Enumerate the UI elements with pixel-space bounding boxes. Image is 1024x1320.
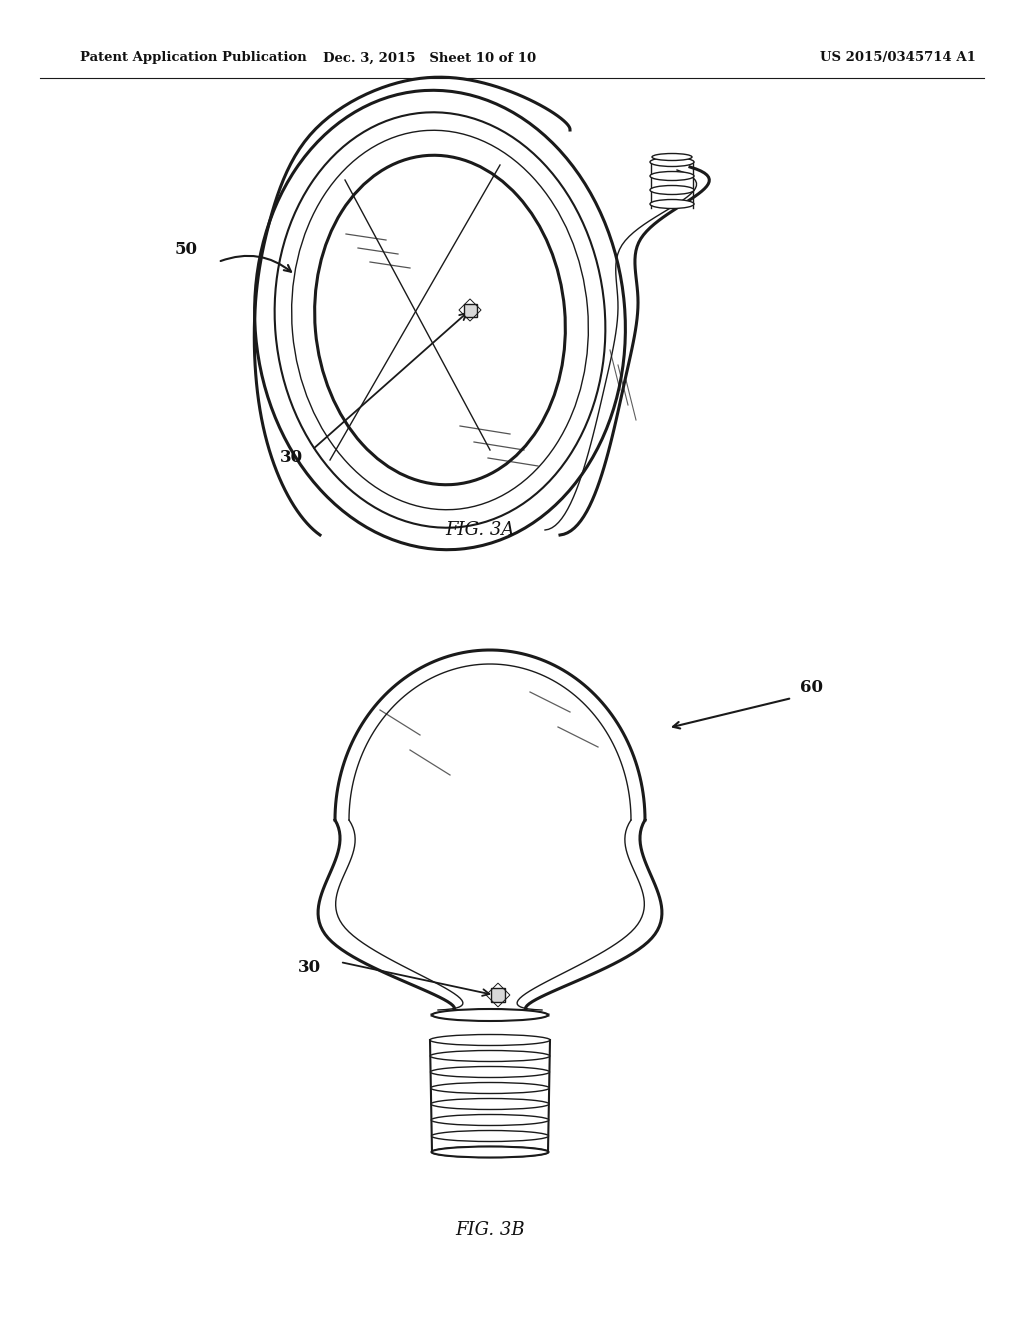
Text: Dec. 3, 2015   Sheet 10 of 10: Dec. 3, 2015 Sheet 10 of 10: [324, 51, 537, 65]
Ellipse shape: [431, 1147, 549, 1158]
Text: 30: 30: [298, 960, 322, 977]
Text: FIG. 3B: FIG. 3B: [456, 1221, 525, 1239]
Ellipse shape: [650, 186, 694, 194]
Ellipse shape: [431, 1130, 549, 1142]
Text: 30: 30: [280, 450, 303, 466]
Text: US 2015/0345714 A1: US 2015/0345714 A1: [820, 51, 976, 65]
Bar: [464, 304, 476, 317]
Ellipse shape: [432, 1147, 548, 1158]
Text: FIG. 3A: FIG. 3A: [445, 521, 515, 539]
Ellipse shape: [430, 1035, 550, 1045]
Ellipse shape: [430, 1051, 550, 1061]
Text: 60: 60: [800, 680, 823, 697]
Ellipse shape: [432, 1008, 548, 1020]
Ellipse shape: [652, 153, 692, 161]
Text: 50: 50: [175, 242, 198, 259]
Text: Patent Application Publication: Patent Application Publication: [80, 51, 307, 65]
Ellipse shape: [650, 157, 694, 166]
Ellipse shape: [430, 1067, 550, 1077]
Ellipse shape: [431, 1098, 549, 1110]
Ellipse shape: [650, 199, 694, 209]
Bar: [490, 987, 505, 1002]
Ellipse shape: [431, 1082, 549, 1093]
Ellipse shape: [431, 1114, 549, 1126]
Ellipse shape: [650, 172, 694, 181]
